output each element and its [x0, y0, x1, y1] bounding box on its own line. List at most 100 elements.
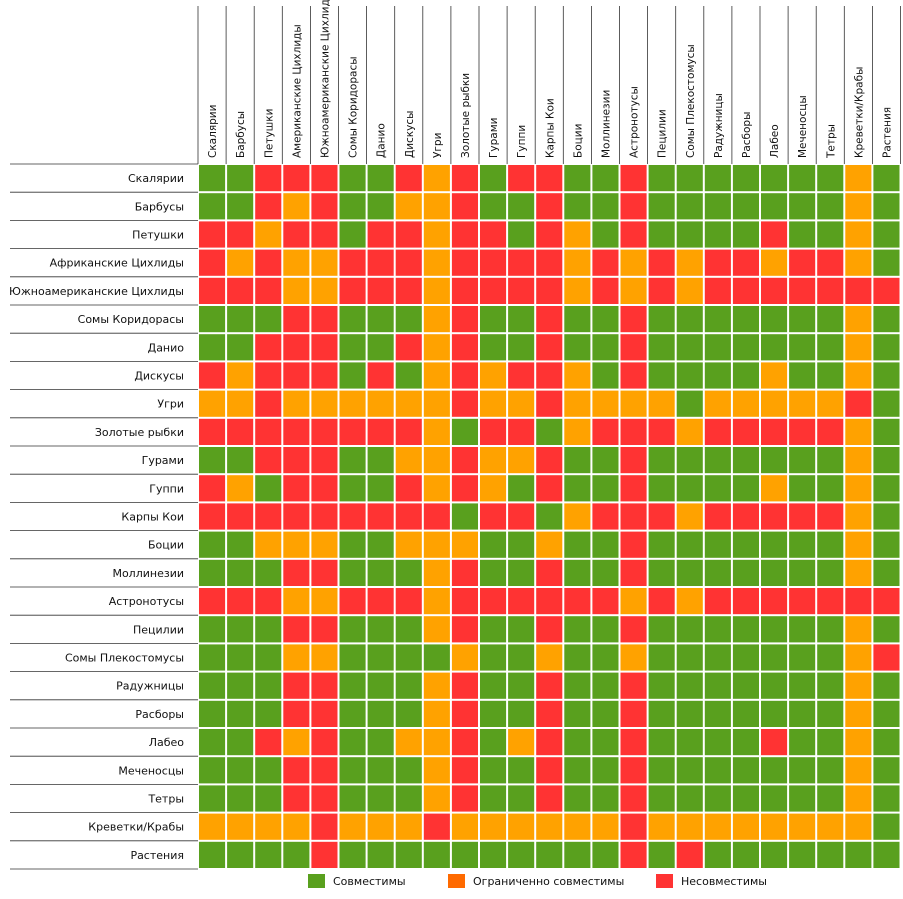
heatmap-cell — [283, 785, 310, 812]
heatmap-cell — [508, 531, 535, 558]
heatmap-cell — [620, 531, 647, 558]
heatmap-cell — [873, 306, 900, 333]
heatmap-cell — [592, 418, 619, 445]
heatmap-cell — [227, 757, 254, 784]
heatmap-cell — [367, 700, 394, 727]
heatmap-cell — [311, 503, 338, 530]
heatmap-cell — [789, 193, 816, 220]
heatmap-cell — [564, 306, 591, 333]
heatmap-cell — [423, 588, 450, 615]
heatmap-cell — [311, 418, 338, 445]
heatmap-cell — [817, 306, 844, 333]
heatmap-cell — [451, 616, 478, 643]
heatmap-cell — [451, 249, 478, 276]
heatmap-cell — [367, 277, 394, 304]
heatmap-cell — [761, 390, 788, 417]
heatmap-cell — [395, 475, 422, 502]
heatmap-cell — [845, 447, 872, 474]
heatmap-cell — [255, 277, 282, 304]
heatmap-cell — [732, 700, 759, 727]
heatmap-cell — [367, 221, 394, 248]
heatmap-cell — [311, 757, 338, 784]
heatmap-cell — [873, 418, 900, 445]
heatmap-cell — [199, 277, 226, 304]
heatmap-cell — [536, 559, 563, 586]
row-label: Сомы Плекостомусы — [65, 652, 184, 665]
heatmap-cell — [283, 700, 310, 727]
heatmap-cell — [536, 165, 563, 192]
heatmap-cell — [255, 165, 282, 192]
heatmap-cell — [423, 813, 450, 840]
heatmap-cell — [592, 390, 619, 417]
heatmap-cell — [704, 616, 731, 643]
heatmap-cell — [508, 588, 535, 615]
heatmap-cell — [873, 390, 900, 417]
heatmap-cell — [761, 418, 788, 445]
heatmap-cell — [564, 165, 591, 192]
heatmap-cell — [732, 785, 759, 812]
heatmap-cell — [451, 221, 478, 248]
heatmap-cell — [761, 193, 788, 220]
heatmap-cell — [592, 729, 619, 756]
heatmap-cell — [423, 841, 450, 868]
heatmap-cell — [536, 813, 563, 840]
heatmap-cell — [283, 362, 310, 389]
heatmap-cell — [873, 757, 900, 784]
heatmap-cell — [845, 418, 872, 445]
heatmap-cell — [199, 193, 226, 220]
heatmap-cell — [199, 841, 226, 868]
heatmap-cell — [311, 531, 338, 558]
column-label: Гурами — [488, 118, 500, 158]
heatmap-cell — [395, 700, 422, 727]
heatmap-cell — [732, 616, 759, 643]
heatmap-cell — [817, 813, 844, 840]
column-label: Карпы Кои — [544, 98, 556, 158]
heatmap-cell — [845, 277, 872, 304]
heatmap-cell — [508, 334, 535, 361]
heatmap-cell — [676, 729, 703, 756]
heatmap-cell — [789, 616, 816, 643]
legend-item-compatible: Совместимы — [308, 874, 406, 888]
heatmap-cell — [676, 503, 703, 530]
heatmap-cell — [339, 531, 366, 558]
heatmap-cell — [255, 616, 282, 643]
heatmap-cell — [255, 757, 282, 784]
heatmap-cell — [227, 221, 254, 248]
heatmap-cell — [283, 306, 310, 333]
heatmap-cell — [311, 700, 338, 727]
heatmap-cell — [367, 616, 394, 643]
heatmap-cell — [817, 390, 844, 417]
row-label: Пецилии — [133, 623, 184, 636]
heatmap-cell — [732, 559, 759, 586]
heatmap-cell — [199, 334, 226, 361]
heatmap-cell — [536, 362, 563, 389]
heatmap-cell — [199, 644, 226, 671]
heatmap-cell — [592, 757, 619, 784]
heatmap-cell — [311, 390, 338, 417]
heatmap-cell — [676, 249, 703, 276]
heatmap-cell — [283, 447, 310, 474]
heatmap-cell — [704, 531, 731, 558]
heatmap-cell — [536, 700, 563, 727]
heatmap-cell — [199, 559, 226, 586]
heatmap-cell — [592, 644, 619, 671]
heatmap-cell — [395, 418, 422, 445]
legend-item-limited: Ограниченно совместимы — [448, 874, 624, 888]
heatmap-cell — [339, 418, 366, 445]
heatmap-cell — [227, 447, 254, 474]
heatmap-cell — [367, 559, 394, 586]
heatmap-cell — [704, 700, 731, 727]
heatmap-cell — [845, 334, 872, 361]
heatmap-cell — [255, 672, 282, 699]
heatmap-cell — [311, 249, 338, 276]
heatmap-cell — [199, 503, 226, 530]
heatmap-cell — [339, 644, 366, 671]
heatmap-cell — [873, 362, 900, 389]
heatmap-cell — [676, 757, 703, 784]
row-label: Петушки — [132, 229, 184, 242]
column-label: Расборы — [741, 112, 753, 158]
heatmap-cell — [283, 644, 310, 671]
row-label: Гурами — [142, 454, 184, 467]
heatmap-cell — [339, 306, 366, 333]
heatmap-cell — [704, 334, 731, 361]
